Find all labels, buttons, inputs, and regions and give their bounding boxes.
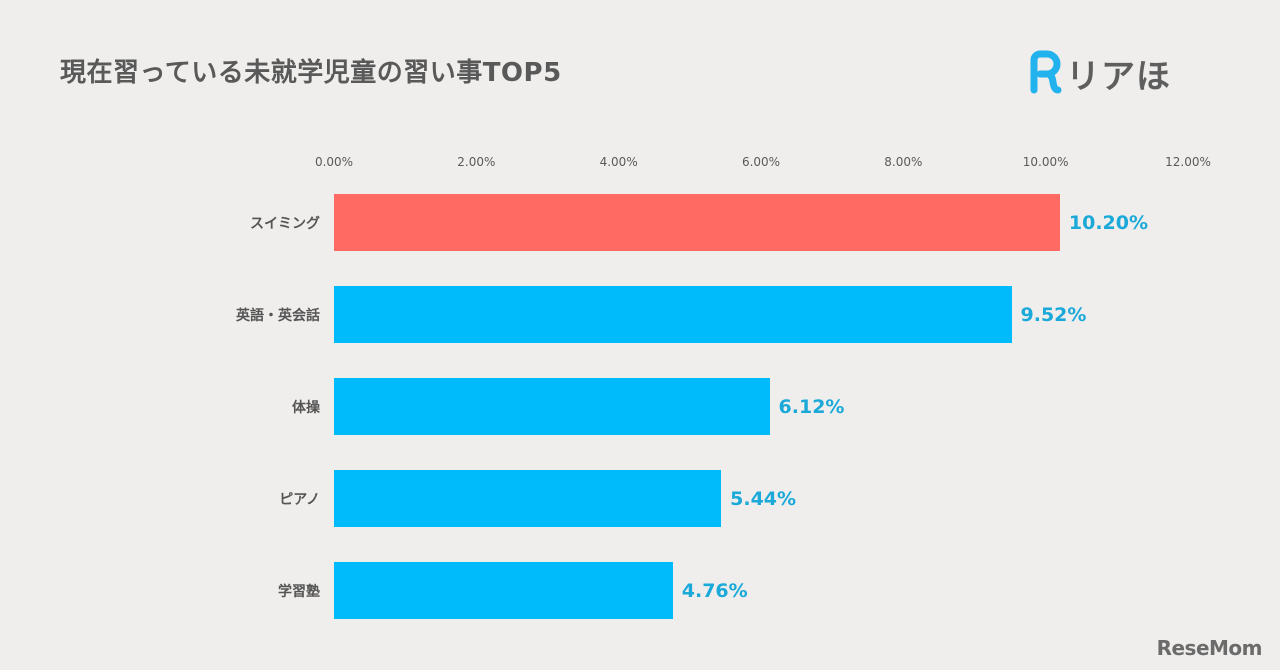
bar — [334, 562, 673, 619]
resemom-watermark: ReseMom — [1156, 636, 1263, 660]
bar — [334, 378, 770, 435]
bar — [334, 286, 1012, 343]
value-label: 10.20% — [1068, 211, 1149, 234]
x-tick-label: 8.00% — [884, 155, 923, 169]
value-label: 5.44% — [730, 487, 797, 510]
x-tick-label: 4.00% — [599, 155, 638, 169]
x-tick-label: 6.00% — [741, 155, 781, 169]
value-label: 6.12% — [778, 395, 845, 418]
value-label: 4.76% — [681, 579, 748, 602]
value-label: 9.52% — [1020, 303, 1087, 326]
x-tick-label: 12.00% — [1165, 155, 1211, 169]
logo-text: リアほ — [1066, 56, 1171, 97]
riaho-logo: リアほ — [1028, 50, 1171, 97]
category-label: 英語・英会話 — [236, 307, 320, 324]
r-letter-icon — [1028, 50, 1062, 96]
category-label: 体操 — [292, 399, 320, 416]
bar — [334, 194, 1060, 251]
x-tick-label: 0.00% — [314, 155, 354, 169]
chart-title: 現在習っている未就学児童の習い事TOP5 — [60, 58, 562, 88]
category-label: 学習塾 — [278, 583, 320, 600]
category-label: ピアノ — [279, 491, 320, 508]
bar — [334, 470, 722, 527]
category-label: スイミング — [250, 215, 320, 232]
x-tick-label: 10.00% — [1022, 155, 1069, 169]
x-tick-label: 2.00% — [457, 155, 496, 169]
